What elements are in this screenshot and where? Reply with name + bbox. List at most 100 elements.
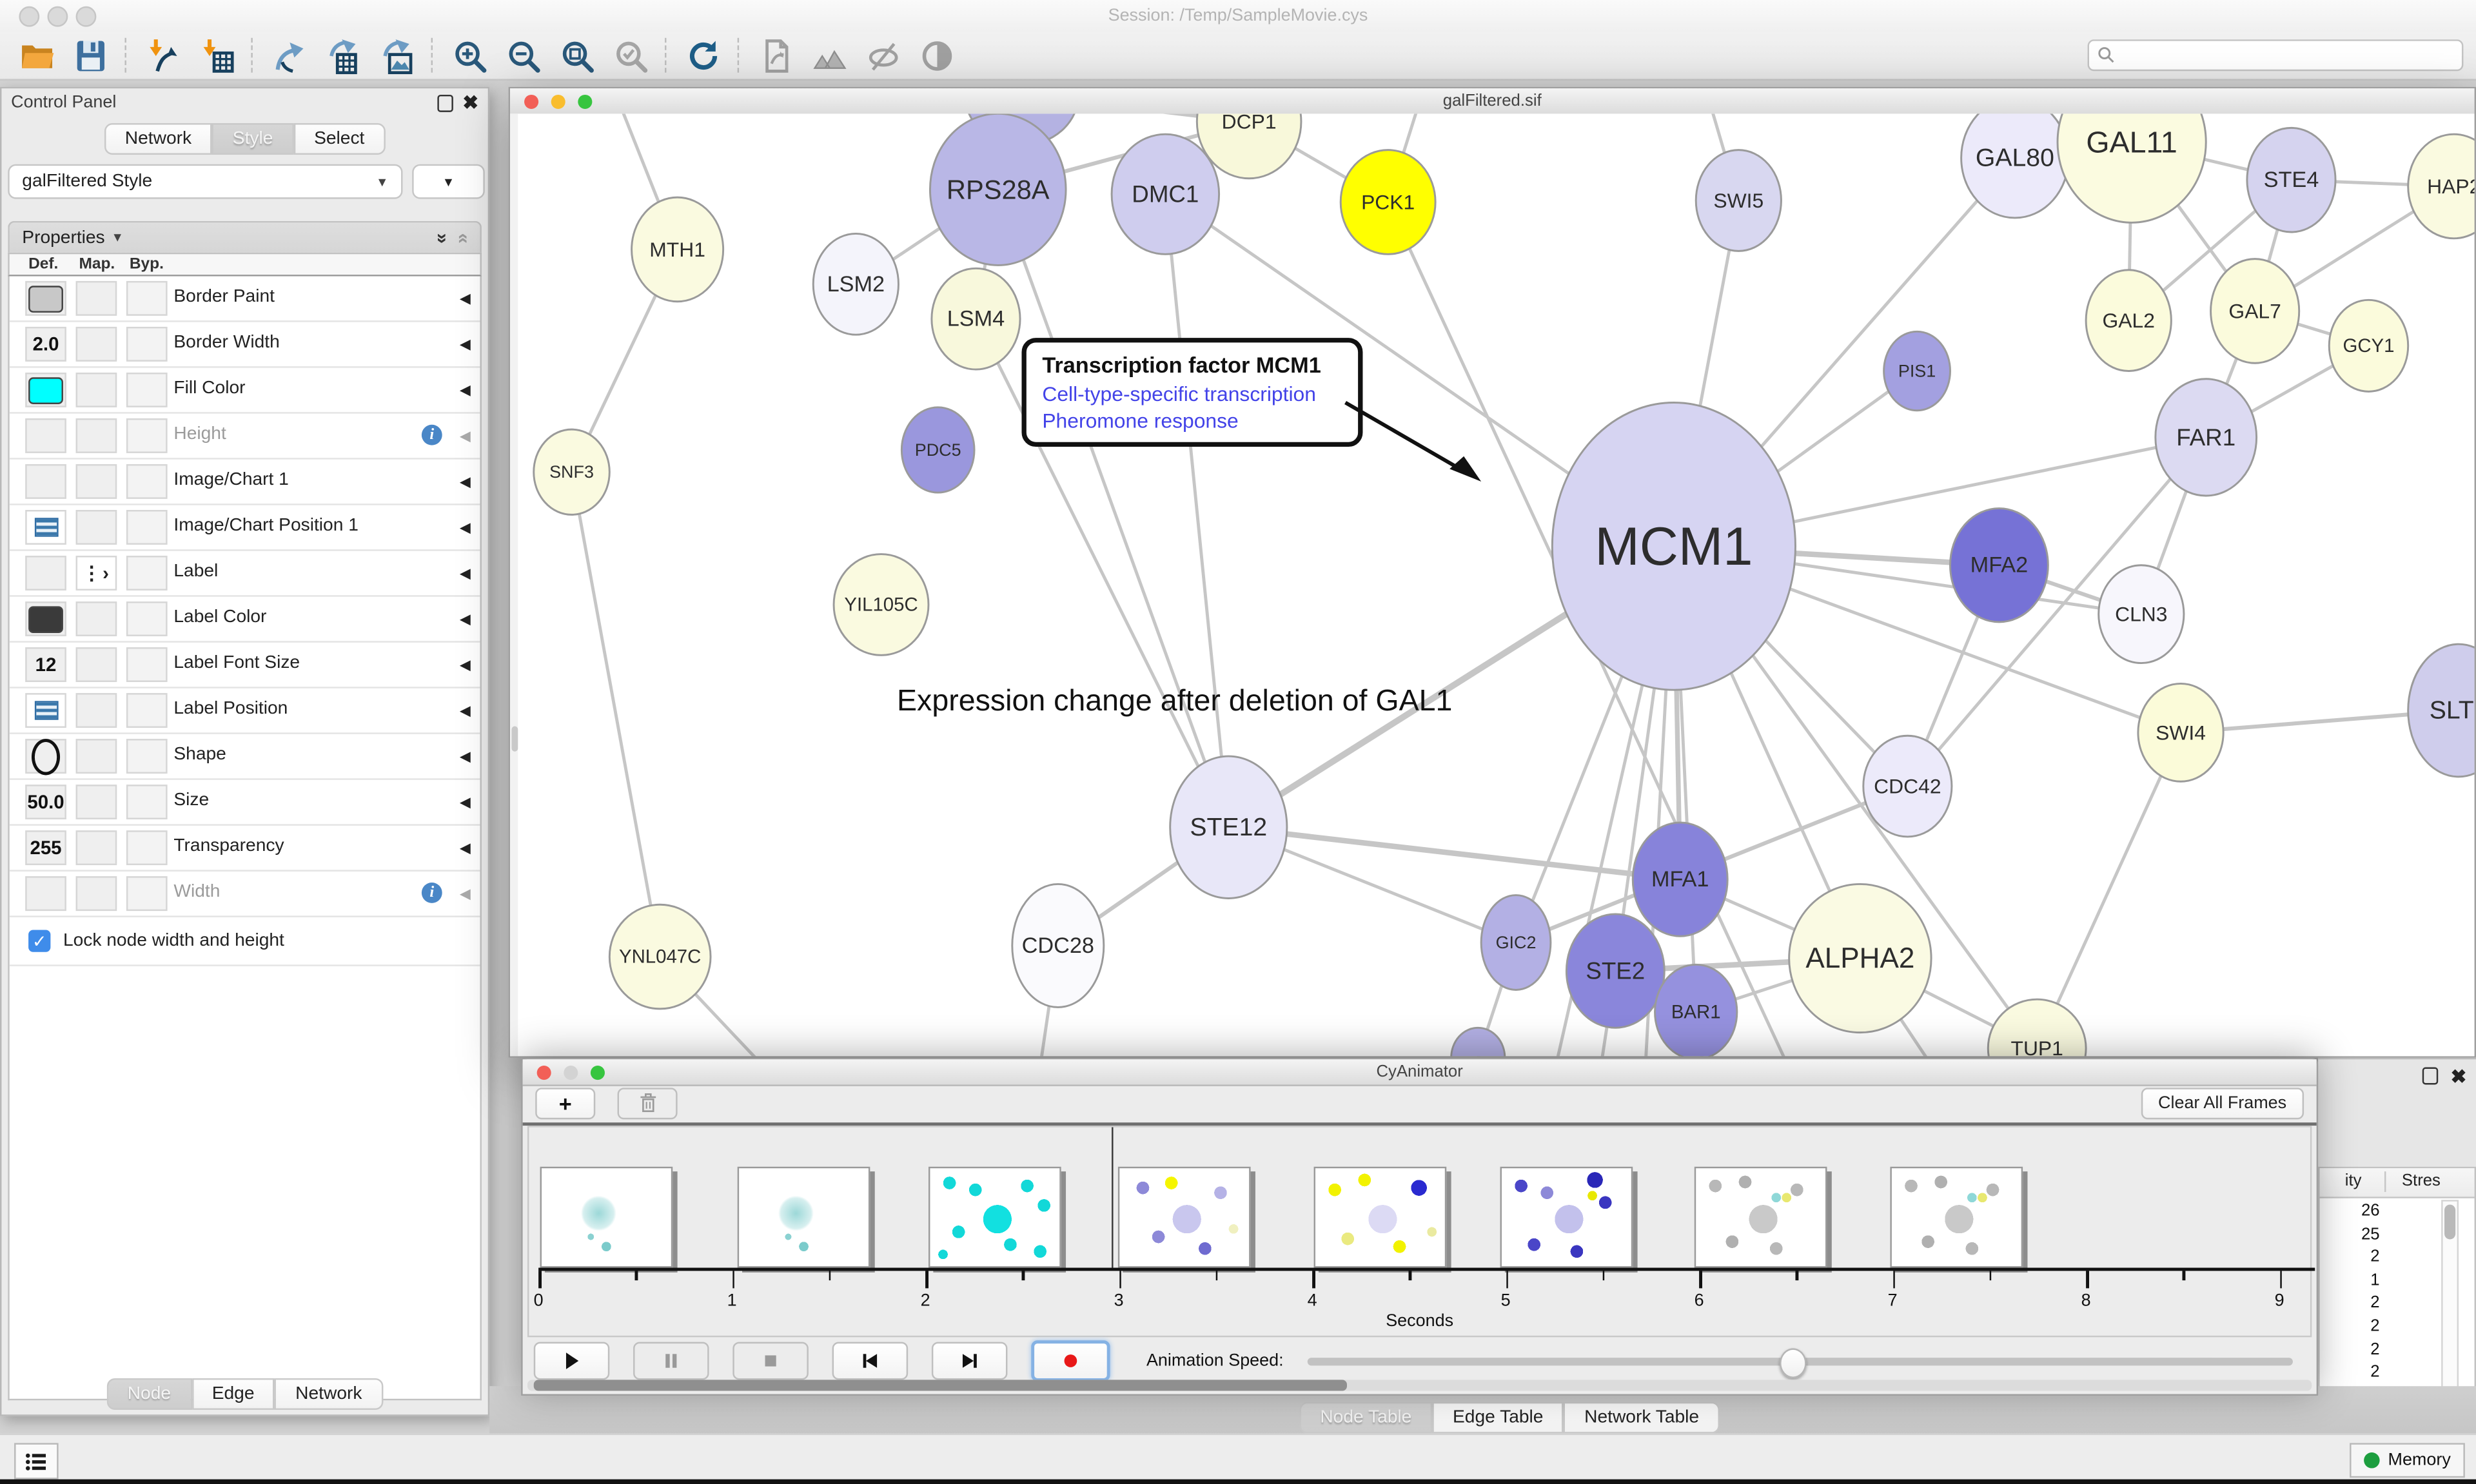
close-panel-icon[interactable]: ✖ [2450,1064,2467,1088]
app-zoom-icon[interactable] [75,6,97,27]
record-button[interactable] [1031,1340,1110,1381]
cell-map[interactable] [75,830,117,866]
node-YIL105C[interactable] [832,553,930,656]
expand-row-icon[interactable]: ◀ [459,656,471,673]
tab-select[interactable]: Select [293,123,386,155]
cell-def[interactable] [25,280,66,316]
expand-row-icon[interactable]: ◀ [459,565,471,581]
cell-byp[interactable] [126,785,168,820]
property-row-fill-color[interactable]: Fill Color ◀ [9,368,480,414]
cell-byp[interactable] [126,830,168,866]
cell-map[interactable] [75,510,117,545]
network-vertical-scrollbar[interactable] [510,113,518,1057]
node-LSM2[interactable] [812,232,899,336]
refresh-icon[interactable] [676,35,729,76]
property-row-shape[interactable]: Shape ◀ [9,734,480,780]
cell-byp[interactable] [126,693,168,728]
cell-def[interactable]: 50.0 [25,785,66,820]
info-icon[interactable]: i [421,424,442,445]
network-window-titlebar[interactable]: galFiltered.sif [510,88,2475,115]
cell-map[interactable] [75,601,117,636]
expand-row-icon[interactable]: ◀ [459,610,471,627]
tab-style[interactable]: Style [211,123,294,155]
float-panel-icon[interactable] [437,93,453,112]
cell-def[interactable] [25,601,66,636]
node-PCK1[interactable] [1339,149,1437,255]
property-row-height[interactable]: Height i ◀ [9,414,480,460]
cell-map[interactable] [75,876,117,912]
properties-header[interactable]: Properties ▼ » » [8,220,482,253]
node-YNL047C[interactable] [608,903,712,1010]
export-table-icon[interactable] [316,35,369,76]
property-row-border-paint[interactable]: Border Paint ◀ [9,277,480,322]
property-row-label[interactable]: ⋮› Label ◀ [9,551,480,597]
cell-byp[interactable] [126,372,168,407]
task-history-button[interactable] [14,1443,59,1479]
app-close-icon[interactable] [19,6,40,27]
memory-button[interactable]: Memory [2350,1443,2465,1478]
node-DCP1[interactable] [1195,113,1302,180]
cell-def[interactable] [25,556,66,591]
column-header-stress[interactable]: Stres [2401,1171,2441,1191]
tab-network[interactable]: Network [104,123,212,155]
cell-def[interactable] [25,510,66,545]
animation-speed-slider[interactable] [1307,1347,2293,1378]
node-SWI5[interactable] [1695,149,1782,252]
show-eye-icon[interactable] [910,35,963,76]
network-canvas[interactable]: DCP1 RPS28A DMC1 PCK1 MTH1 LSM2 LSM4 SNF3 PDC5 SW… [510,113,2475,1057]
expand-all-icon[interactable]: » [431,232,453,243]
cell-byp[interactable] [126,418,168,453]
property-row-label-position[interactable]: Label Position ◀ [9,688,480,734]
expand-row-icon[interactable]: ◀ [459,336,471,353]
property-row-transparency[interactable]: 255 Transparency ◀ [9,826,480,872]
window-minimize-icon[interactable] [551,94,565,109]
cell-map[interactable] [75,693,117,728]
zoom-selected-icon[interactable] [604,35,657,76]
node-MFA1[interactable] [1631,821,1729,937]
frame-thumbnail-8[interactable] [1890,1166,2023,1268]
expand-row-icon[interactable]: ◀ [459,702,471,719]
window-minimize-icon[interactable] [564,1066,578,1080]
table-cell-value[interactable]: 1 [2370,1270,2380,1290]
dock-tab-node-table[interactable]: Node Table [1299,1401,1433,1434]
cell-def[interactable] [25,876,66,912]
annotation-link[interactable]: Cell-type-specific transcription [1042,382,1316,406]
lock-checkbox[interactable]: ✓ [28,930,51,952]
expand-row-icon[interactable]: ◀ [459,290,471,307]
cell-def[interactable] [25,418,66,453]
style-options-button[interactable]: ▼ [412,164,485,199]
zoom-fit-icon[interactable] [549,35,603,76]
cell-map[interactable] [75,739,117,774]
node-ALPHA2[interactable] [1788,883,1932,1034]
cell-byp[interactable] [126,510,168,545]
add-frame-button[interactable]: + [535,1088,596,1120]
cell-byp[interactable] [126,464,168,499]
column-header-centrality[interactable]: ity [2344,1171,2362,1191]
cell-def[interactable] [25,372,66,407]
node-MCM1[interactable] [1551,402,1796,691]
annotation-box[interactable]: Transcription factor MCM1 Cell-type-spec… [1021,338,1363,447]
cell-def[interactable]: 12 [25,647,66,682]
frame-thumbnail-4[interactable] [1117,1166,1251,1268]
info-icon[interactable]: i [421,881,442,903]
dock-tab-edge-table[interactable]: Edge Table [1432,1401,1564,1434]
clear-all-frames-button[interactable]: Clear All Frames [2141,1088,2304,1120]
frame-thumbnail-5[interactable] [1313,1166,1447,1268]
node-DMC1[interactable] [1110,133,1221,255]
frame-thumbnail-6[interactable] [1500,1166,1633,1268]
cell-map[interactable] [75,280,117,316]
property-row-size[interactable]: 50.0 Size ◀ [9,780,480,826]
node-PDC5[interactable] [900,406,976,494]
node-CDC42[interactable] [1862,734,1953,838]
cell-byp[interactable] [126,739,168,774]
node-CDC28[interactable] [1011,883,1105,1008]
cell-def[interactable]: 255 [25,830,66,866]
table-cell-value[interactable]: 2 [2370,1316,2380,1336]
cell-map[interactable] [75,326,117,362]
hide-eye-icon[interactable] [856,35,909,76]
node-SLT2[interactable] [2407,643,2475,778]
save-icon[interactable] [63,35,117,76]
file-network-icon[interactable] [749,35,802,76]
expand-row-icon[interactable]: ◀ [459,794,471,810]
play-button[interactable] [533,1342,610,1380]
